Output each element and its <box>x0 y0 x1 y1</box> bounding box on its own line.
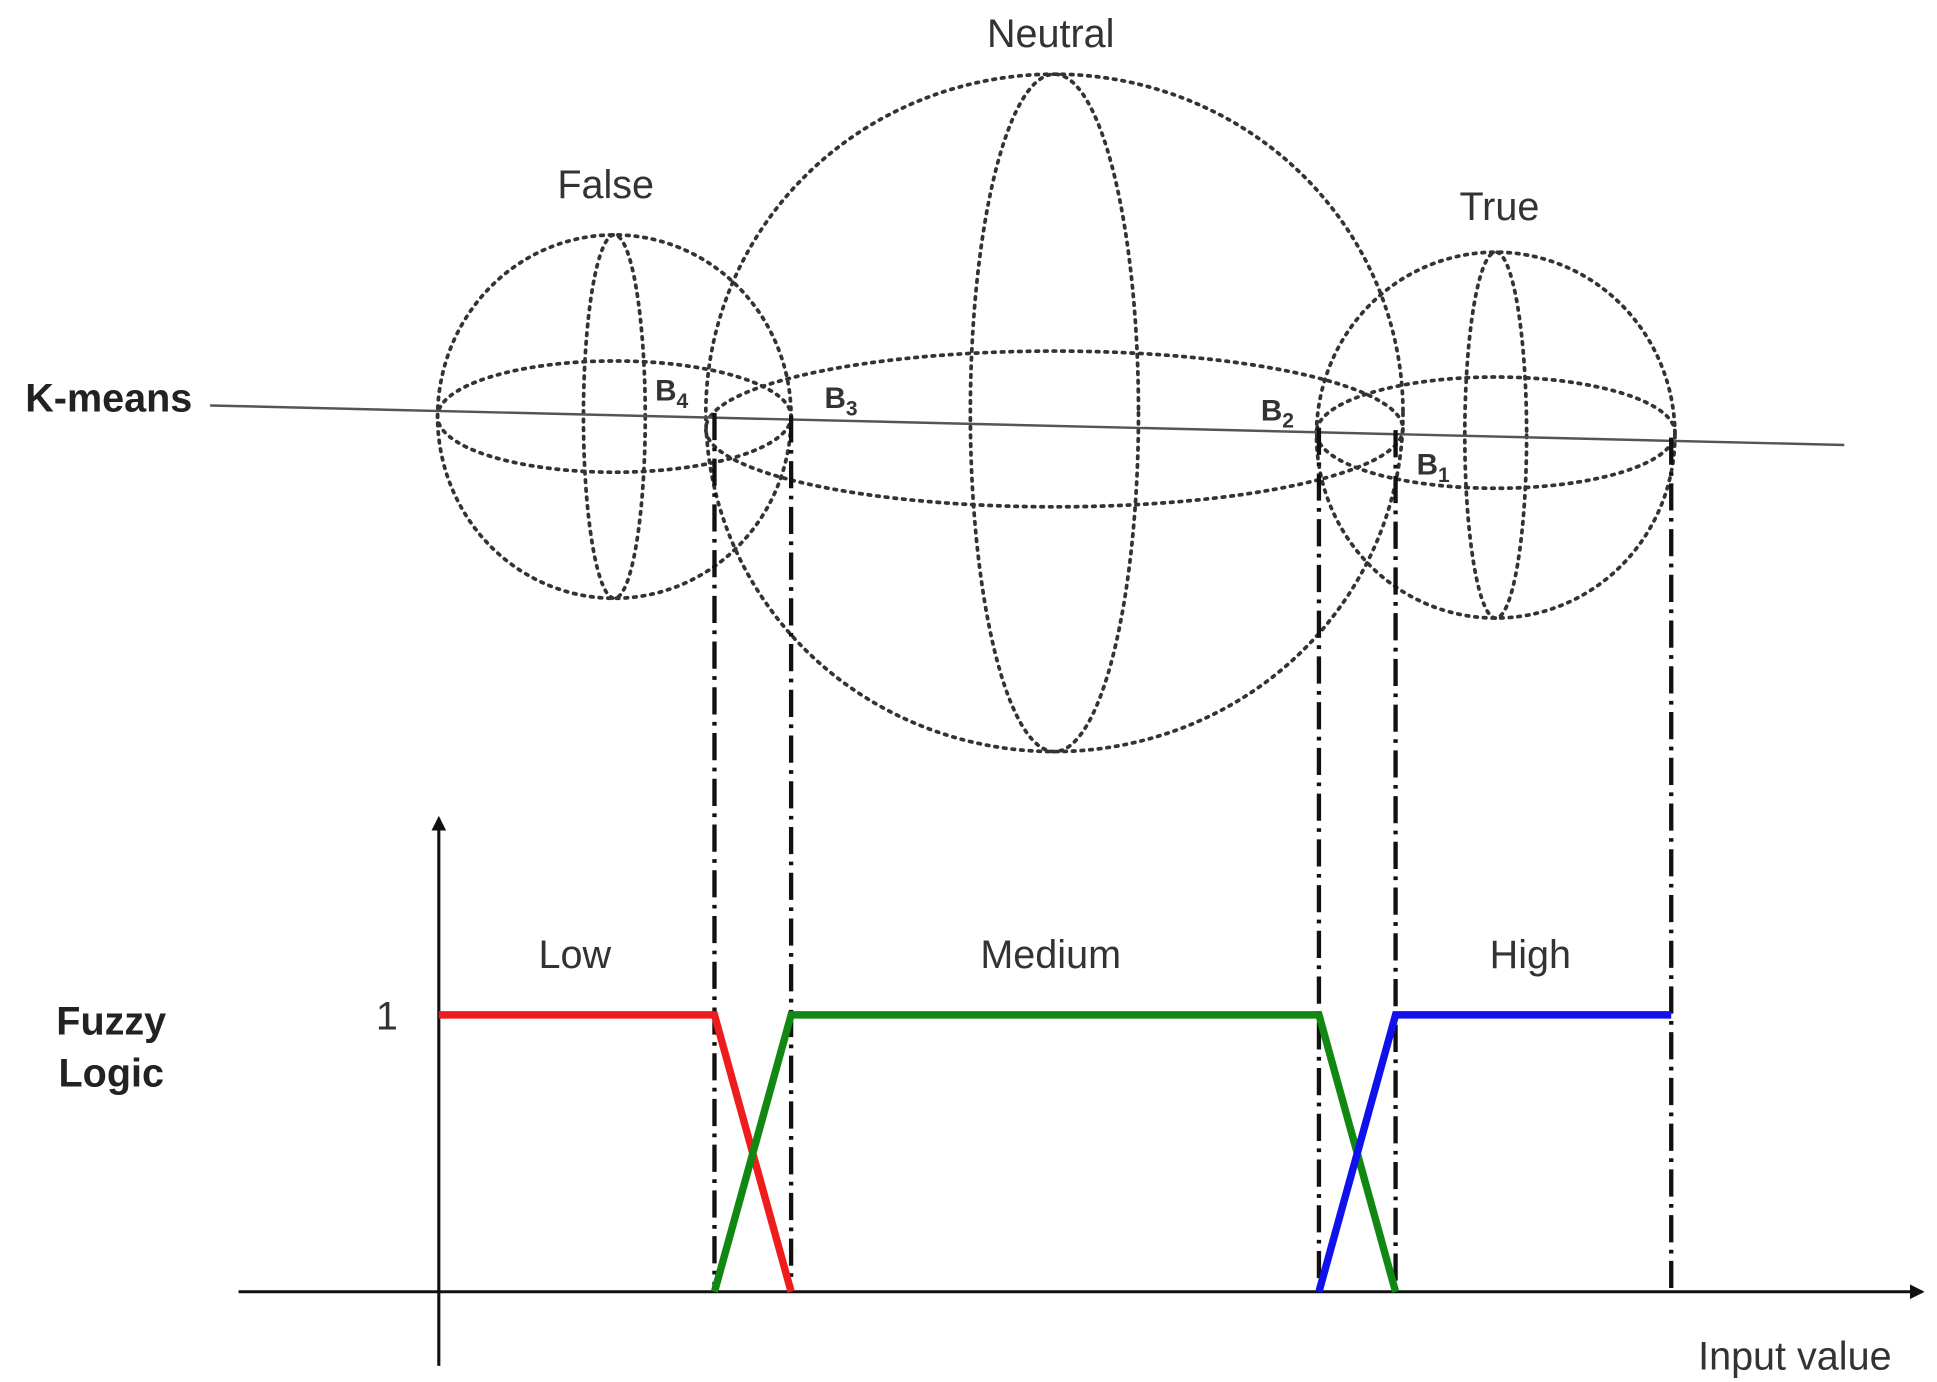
boundary-letter: B <box>655 375 676 408</box>
boundary-letter: B <box>1261 394 1282 427</box>
boundary-label: B1 <box>1417 449 1450 487</box>
sphere-true <box>1316 252 1674 618</box>
k-means-line <box>210 405 1844 445</box>
diagram: False Neutral True K-means B4 B3 B2 B1 L… <box>0 0 1937 1382</box>
y-tick-label: 1 <box>376 995 398 1039</box>
fuzzy-axis-label: Fuzzy <box>56 1000 166 1044</box>
set-label: Medium <box>980 933 1121 977</box>
fuzzy-axis-label: Logic <box>59 1052 164 1096</box>
boundary-subscript: 4 <box>677 390 689 413</box>
medium-membership <box>714 1015 1395 1292</box>
boundary-label: B4 <box>655 375 688 413</box>
boundary-subscript: 1 <box>1438 464 1450 487</box>
boundary-label: B2 <box>1261 394 1294 432</box>
cluster-label: Neutral <box>987 12 1114 56</box>
set-label: Low <box>539 933 612 977</box>
boundary-lines <box>714 413 1671 1292</box>
sphere-neutral <box>706 74 1403 751</box>
high-membership <box>1319 1015 1671 1292</box>
boundary-letter: B <box>824 382 845 415</box>
cluster-label: True <box>1459 185 1539 229</box>
boundary-letter: B <box>1417 449 1438 482</box>
boundary-label: B3 <box>824 382 857 420</box>
boundary-subscript: 3 <box>846 397 858 420</box>
low-membership <box>439 1015 791 1292</box>
set-label: High <box>1490 933 1571 977</box>
page: False Neutral True K-means B4 B3 B2 B1 L… <box>0 0 1937 1382</box>
boundary-subscript: 2 <box>1282 410 1294 433</box>
cluster-label: False <box>557 163 654 207</box>
sphere-false <box>438 235 792 598</box>
x-axis-label: Input value <box>1698 1335 1891 1379</box>
k-means-label: K-means <box>25 377 192 421</box>
